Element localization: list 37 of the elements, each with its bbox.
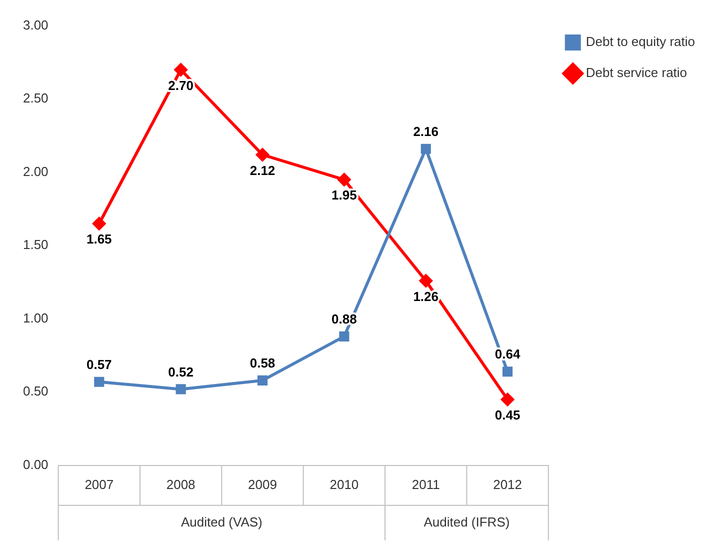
point: [92, 217, 106, 230]
data-label: 0.58: [250, 355, 276, 370]
y-tick-label: 2.50: [22, 90, 48, 106]
y-tick-label: 1.00: [22, 310, 48, 326]
y-tick-label: 3.00: [22, 17, 48, 32]
x-tick-label: 2008: [166, 476, 196, 492]
data-label: 1.65: [86, 232, 112, 247]
data-label: 0.45: [494, 408, 520, 423]
y-tick-label: 0.50: [22, 384, 48, 399]
y-tick-label: 0.00: [22, 456, 48, 472]
data-label: 0.52: [168, 364, 194, 380]
x-tick-label: 2007: [84, 476, 114, 492]
y-tick-label: 1.50: [22, 237, 48, 252]
y-tick-label: 2.00: [22, 164, 48, 179]
point: [94, 376, 104, 387]
point: [338, 173, 351, 186]
data-label: 0.57: [86, 356, 112, 372]
point: [174, 63, 188, 76]
legend-label: Debt service ratio: [586, 65, 688, 80]
point: [257, 375, 268, 386]
text: Audited (IFRS): [424, 514, 510, 530]
point: [502, 366, 513, 377]
x-tick-label: 2011: [412, 476, 440, 492]
x-tick-label: 2012: [493, 476, 522, 492]
point: [176, 384, 186, 394]
x-tick-label: 2010: [330, 476, 359, 492]
point: [419, 274, 432, 288]
point: [256, 148, 270, 162]
text: Audited (VAS): [180, 514, 262, 530]
legend-label: Debt to equity ratio: [586, 34, 696, 50]
x-tick-label: 2009: [248, 476, 277, 492]
point: [501, 392, 514, 406]
data-label: 2.12: [250, 162, 276, 178]
point: [420, 144, 431, 154]
data-label: 1.95: [332, 188, 357, 203]
data-label: 2.16: [413, 124, 439, 139]
point: [339, 331, 350, 342]
